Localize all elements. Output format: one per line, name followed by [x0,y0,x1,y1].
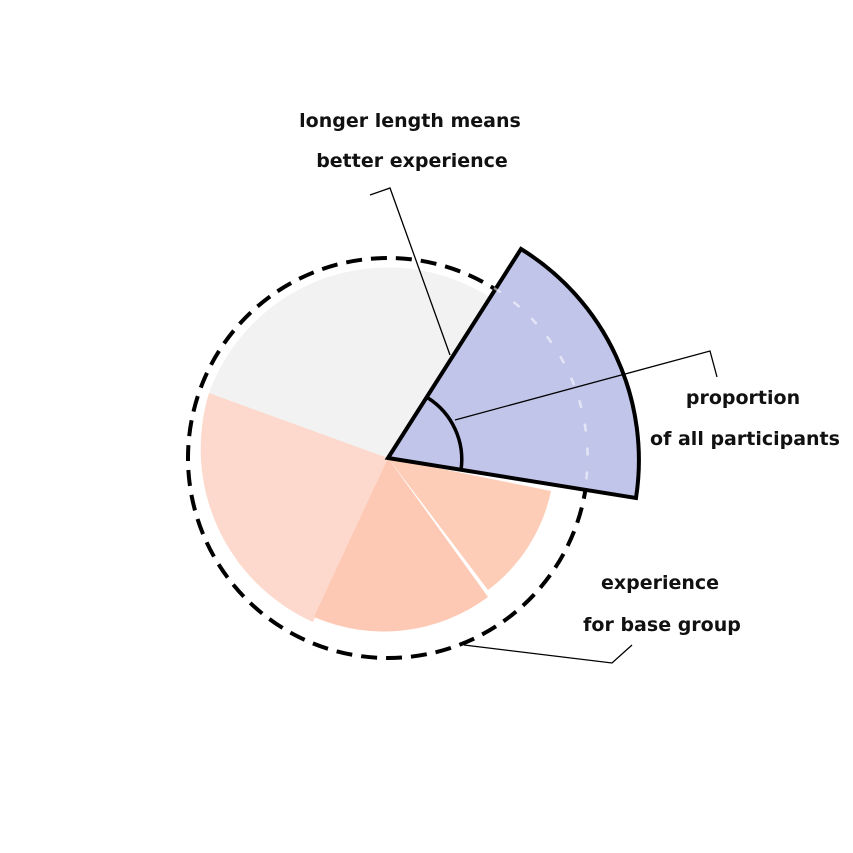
annotation-proportion-line2: of all participants [650,428,840,450]
sector-salmon-right [388,458,551,590]
leader-line-proportion [454,350,718,421]
sector-salmon-bottom [314,458,488,632]
sector-neutral [209,267,491,458]
annotation-proportion-line1: proportion [686,387,800,409]
annotation-length-line2: better experience [316,150,508,172]
annotation-base-line1: experience [601,572,719,594]
leader-line-base [463,644,633,664]
annotation-length-line1: longer length means [299,110,521,132]
annotation-base-line2: for base group [583,614,741,636]
sector-highlight [384,246,641,501]
angle-arc [427,396,464,471]
sector-salmon-left [200,393,388,622]
leader-line-length [369,187,451,356]
